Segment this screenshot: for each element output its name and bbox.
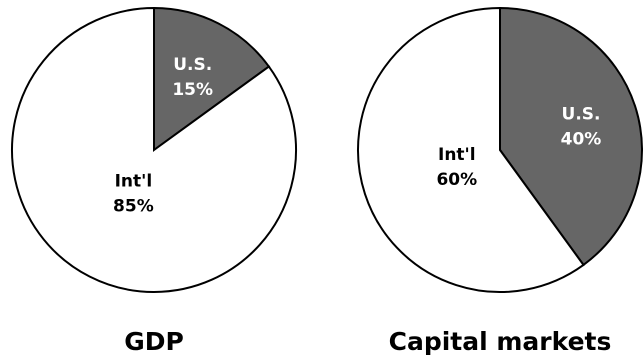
capital-markets-us-value-label: 40% [561, 130, 602, 150]
gdp-intl-name-label: Int'l [115, 172, 153, 192]
capital-markets-us-slice [499, 6, 643, 267]
gdp-us-name-label: U.S. [173, 55, 212, 75]
gdp-intl-slice [11, 6, 298, 293]
capital-markets-intl-slice [357, 6, 585, 293]
capital-markets-intl-value-label: 60% [436, 170, 477, 190]
capital-markets-intl-name-label: Int'l [438, 145, 476, 165]
capital-markets-us-name-label: U.S. [562, 105, 601, 125]
capital-markets-chart-title: Capital markets [389, 327, 612, 356]
gdp-chart-title: GDP [124, 327, 184, 356]
capital-markets-pie-chart: U.S. 40% Int'l 60% Capital markets [357, 6, 643, 356]
gdp-pie-chart: U.S. 15% Int'l 85% GDP [11, 6, 298, 356]
gdp-intl-value-label: 85% [113, 197, 154, 217]
gdp-us-slice [153, 6, 271, 152]
gdp-us-value-label: 15% [172, 80, 213, 100]
